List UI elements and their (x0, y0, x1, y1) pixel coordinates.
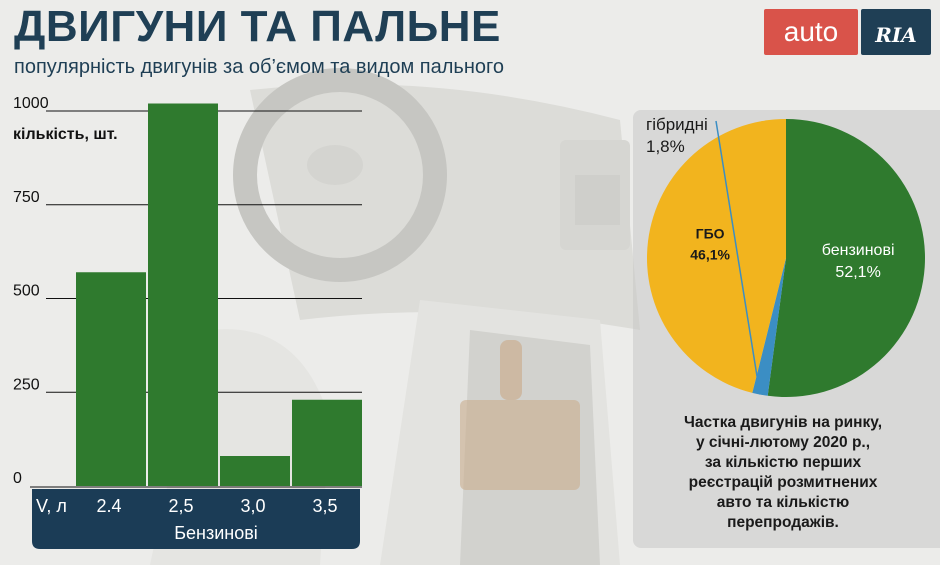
x-axis-label: V, л (36, 496, 67, 516)
bar-chart: 0 250 500 750 1000 кількість, шт. 2.4 2,5 3,0 3,5… (13, 95, 362, 549)
bar (76, 272, 146, 486)
note-line: Частка двигунів на ринку, (683, 414, 883, 431)
x-tick-label: 2.4 (96, 496, 121, 516)
y-tick-label: 750 (13, 189, 40, 206)
logo-ria-text: RIA (875, 23, 917, 47)
note-line: у січні-лютому 2020 р., (695, 434, 871, 451)
y-tick-label: 0 (13, 470, 22, 487)
x-axis-band (32, 489, 360, 549)
page-title: ДВИГУНИ ТА ПАЛЬНЕ (14, 2, 501, 51)
y-tick-label: 500 (13, 283, 40, 300)
note-line: за кількістю перших (704, 454, 862, 471)
bar (148, 103, 218, 486)
y-axis-label: кількість, шт. (13, 126, 118, 143)
bar (220, 456, 290, 486)
page-subtitle: популярність двигунів за об’ємом та видо… (14, 56, 504, 78)
x-tick-label: 3,0 (240, 496, 265, 516)
chart-note: Частка двигунів на ринку, у січні-лютому… (633, 413, 933, 533)
logo-auto: auto (764, 9, 858, 55)
x-tick-label: 2,5 (168, 496, 193, 516)
x-group-label: Бензинові (174, 523, 258, 543)
note-line: перепродажів. (727, 514, 839, 531)
y-tick-label: 250 (13, 376, 40, 393)
x-tick-label: 3,5 (312, 496, 337, 516)
note-line: реєстрацій розмитнених (688, 474, 878, 491)
note-line: авто та кількістю (716, 494, 850, 511)
logo-ria: RIA (861, 9, 931, 55)
bar (292, 399, 362, 486)
y-tick-label: 1000 (13, 95, 49, 112)
